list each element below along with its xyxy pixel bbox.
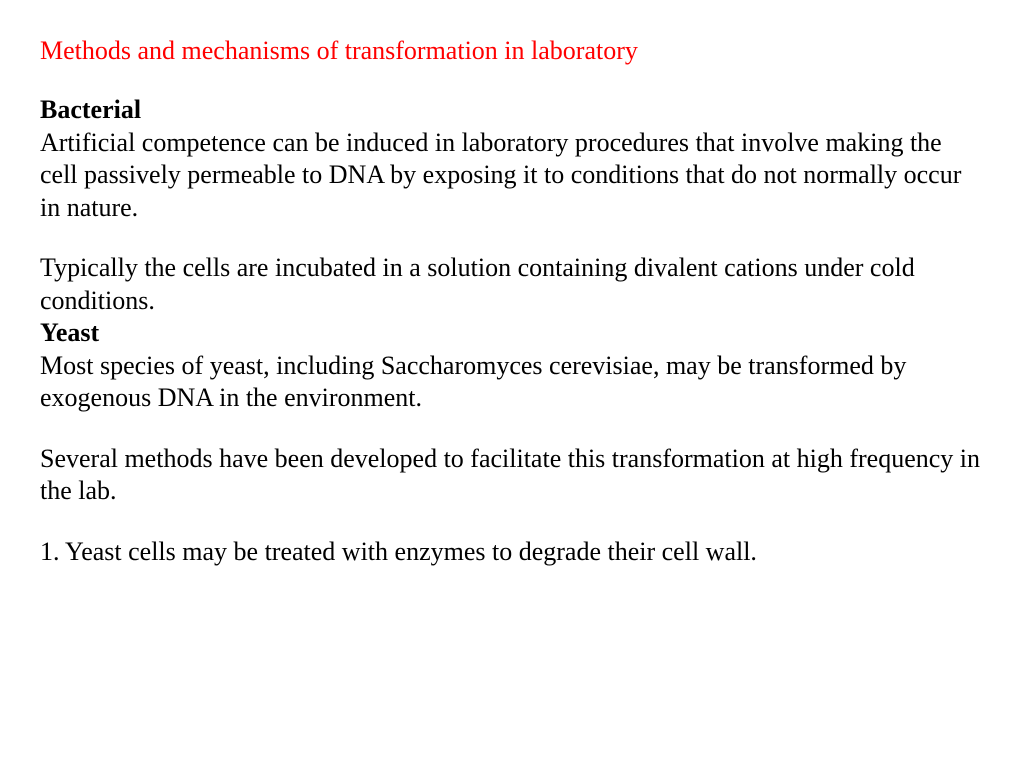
yeast-para-3: 1. Yeast cells may be treated with enzym… xyxy=(40,536,984,569)
yeast-para-2: Several methods have been developed to f… xyxy=(40,443,984,508)
yeast-heading: Yeast xyxy=(40,318,99,347)
page-title: Methods and mechanisms of transformation… xyxy=(40,36,984,66)
bacterial-heading: Bacterial xyxy=(40,95,141,124)
yeast-section: Yeast Most species of yeast, including S… xyxy=(40,317,984,415)
yeast-para-1: Most species of yeast, including Sacchar… xyxy=(40,351,906,413)
bacterial-para-2: Typically the cells are incubated in a s… xyxy=(40,252,984,317)
bacterial-para-1: Artificial competence can be induced in … xyxy=(40,128,961,222)
bacterial-section: Bacterial Artificial competence can be i… xyxy=(40,94,984,224)
